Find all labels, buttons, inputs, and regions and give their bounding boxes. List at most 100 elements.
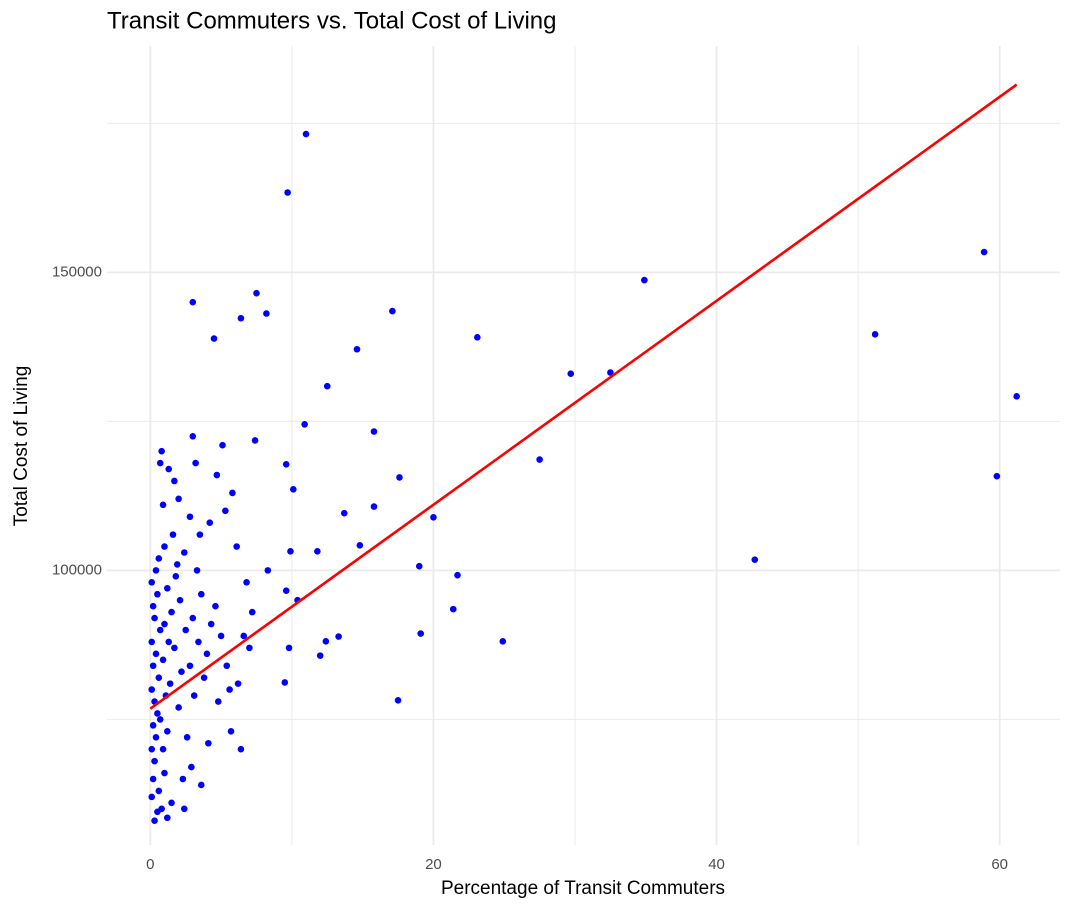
point	[151, 757, 158, 765]
point	[980, 248, 988, 256]
point	[248, 608, 256, 616]
point	[203, 650, 211, 658]
point	[281, 679, 289, 686]
point	[165, 465, 173, 473]
point	[253, 289, 260, 297]
point	[161, 769, 168, 777]
point	[152, 650, 160, 658]
point	[287, 548, 294, 555]
point	[353, 345, 361, 353]
point	[246, 644, 253, 652]
point	[396, 474, 403, 481]
point	[301, 421, 308, 428]
point	[206, 519, 214, 527]
point	[314, 548, 321, 555]
point	[302, 130, 310, 138]
point	[151, 614, 158, 622]
y-axis-label: Total Cost of Living	[11, 366, 32, 527]
point	[182, 626, 190, 634]
point	[993, 472, 1001, 480]
point	[155, 555, 163, 562]
point	[197, 781, 205, 789]
point	[282, 587, 290, 594]
point	[158, 447, 165, 455]
point	[499, 638, 507, 645]
point	[152, 567, 160, 574]
x-tick-label: 20	[425, 856, 442, 873]
point	[233, 543, 240, 550]
point	[168, 608, 175, 616]
point	[155, 787, 163, 795]
point	[148, 745, 156, 753]
point	[536, 456, 543, 463]
point	[197, 590, 205, 598]
point	[449, 605, 457, 613]
point	[607, 369, 614, 376]
y-tick-label: 100000	[52, 561, 102, 578]
point	[164, 728, 171, 735]
point	[175, 704, 182, 711]
point	[164, 584, 171, 592]
point	[151, 817, 158, 825]
point	[188, 763, 195, 771]
point	[430, 514, 437, 521]
point	[751, 556, 759, 563]
point	[154, 710, 161, 717]
point	[229, 489, 236, 497]
point	[148, 793, 156, 801]
point	[567, 370, 575, 377]
point	[164, 814, 171, 822]
point	[195, 638, 202, 646]
point	[166, 680, 174, 687]
point	[356, 542, 364, 549]
point	[213, 471, 221, 479]
point	[193, 567, 201, 574]
point	[186, 513, 194, 521]
point	[1013, 393, 1020, 400]
x-tick-label: 60	[991, 856, 1008, 873]
point	[159, 656, 167, 664]
point	[207, 620, 215, 628]
point	[180, 805, 188, 813]
point	[149, 662, 157, 670]
point	[226, 686, 233, 693]
point	[148, 579, 156, 586]
point	[323, 382, 331, 390]
point	[156, 459, 164, 467]
point	[175, 495, 182, 503]
x-tick-label: 0	[146, 856, 154, 873]
point	[322, 638, 330, 645]
x-axis-label: Percentage of Transit Commuters	[441, 878, 725, 899]
point	[168, 799, 175, 807]
point	[264, 567, 272, 574]
point	[240, 632, 248, 640]
point	[370, 428, 378, 435]
point	[171, 477, 178, 485]
point	[641, 276, 648, 284]
point	[156, 716, 164, 723]
point	[154, 808, 161, 816]
point	[474, 334, 481, 341]
point	[179, 775, 187, 783]
chart-title: Transit Commuters vs. Total Cost of Livi…	[107, 7, 556, 34]
point	[394, 697, 402, 704]
point	[284, 189, 291, 196]
point	[335, 633, 342, 640]
point	[159, 745, 167, 753]
point	[454, 571, 461, 579]
point	[154, 590, 161, 598]
point	[161, 620, 168, 628]
point	[189, 614, 197, 622]
point	[243, 579, 250, 586]
point	[178, 668, 185, 676]
trend-line	[149, 83, 1018, 710]
point	[200, 674, 208, 681]
point	[214, 698, 222, 705]
point	[183, 733, 191, 741]
point	[173, 561, 181, 568]
point	[415, 562, 423, 570]
point	[161, 543, 168, 550]
point	[289, 486, 297, 493]
point	[148, 638, 156, 646]
